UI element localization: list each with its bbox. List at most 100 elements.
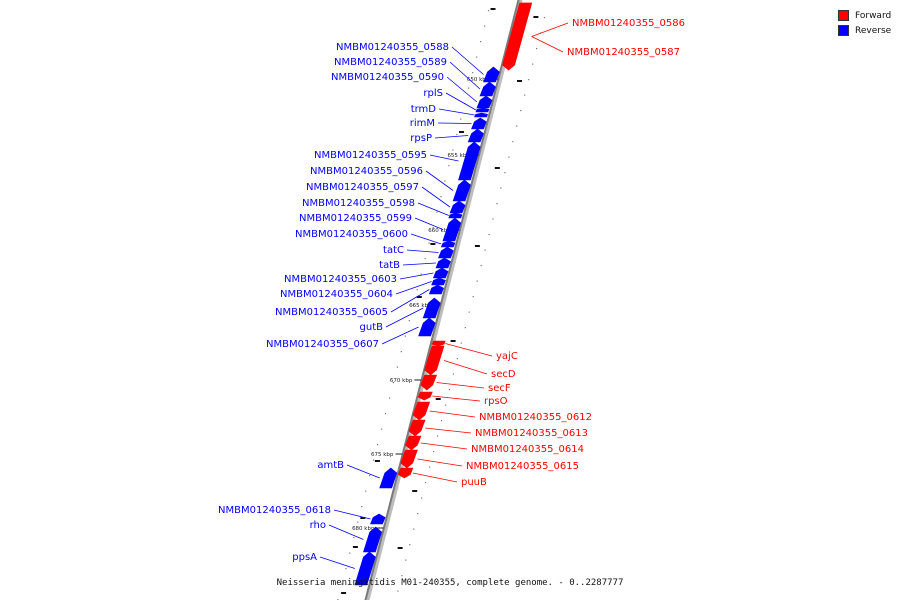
gene-label[interactable]: rplS [423, 88, 443, 99]
gene-feature[interactable]: NMBM01240355_0612 [412, 401, 592, 423]
gene-feature[interactable]: secF [420, 374, 511, 394]
gene-label[interactable]: NMBM01240355_0600 [295, 229, 408, 240]
gene-leader-line [445, 92, 477, 111]
reverse-gene-arrow[interactable] [370, 513, 386, 525]
gene-feature[interactable]: NMBM01240355_0596 [310, 166, 471, 202]
forward-gene-arrow[interactable] [502, 2, 533, 71]
reverse-gene-arrow[interactable] [438, 246, 454, 259]
gene-label[interactable]: NMBM01240355_0599 [299, 213, 412, 224]
forward-gene-arrow[interactable] [420, 374, 438, 391]
gene-feature[interactable]: NMBM01240355_0615 [400, 449, 579, 472]
reverse-gene-arrow[interactable] [440, 240, 456, 248]
gene-label[interactable]: NMBM01240355_0604 [280, 289, 393, 300]
gene-label[interactable]: NMBM01240355_0589 [334, 57, 447, 68]
gene-label[interactable]: NMBM01240355_0613 [475, 428, 588, 439]
gene-feature[interactable]: rplS [423, 88, 490, 113]
forward-gene-arrow[interactable] [405, 435, 422, 451]
gene-label[interactable]: NMBM01240355_0586 [572, 18, 685, 29]
gene-feature[interactable]: NMBM01240355_0618 [218, 505, 386, 525]
gene-label[interactable]: secF [488, 383, 511, 394]
gene-label[interactable]: NMBM01240355_0615 [466, 461, 579, 472]
gene-label[interactable]: rho [310, 520, 326, 531]
gene-feature[interactable]: NMBM01240355_0586 [502, 2, 685, 71]
gene-feature[interactable]: rho [310, 520, 383, 553]
reverse-gene-arrow[interactable] [449, 200, 466, 214]
reverse-gene-arrow[interactable] [471, 117, 487, 130]
gene-feature[interactable]: tatC [383, 245, 454, 259]
gene-feature[interactable]: NMBM01240355_0587 [502, 2, 680, 71]
gene-feature[interactable]: NMBM01240355_0600 [295, 229, 456, 248]
gene-label[interactable]: NMBM01240355_0612 [479, 412, 592, 423]
reverse-gene-arrow[interactable] [479, 81, 496, 97]
gene-label[interactable]: puuB [461, 477, 487, 488]
legend-reverse-label: Reverse [855, 25, 892, 36]
gene-label[interactable]: NMBM01240355_0598 [302, 198, 415, 209]
reverse-gene-arrow[interactable] [432, 267, 449, 279]
reverse-gene-arrow[interactable] [431, 277, 446, 286]
gene-label[interactable]: ppsA [292, 552, 317, 563]
gene-label[interactable]: NMBM01240355_0607 [266, 339, 379, 350]
gene-label[interactable]: rpsO [484, 396, 508, 407]
gene-label[interactable]: NMBM01240355_0618 [218, 505, 331, 516]
gene-label[interactable]: tatC [383, 245, 404, 256]
forward-gene-arrow[interactable] [400, 449, 418, 469]
gene-feature[interactable]: trmD [411, 104, 489, 118]
reverse-gene-arrow[interactable] [418, 317, 436, 337]
gene-feature[interactable]: rpsO [417, 391, 508, 407]
gene-feature[interactable]: NMBM01240355_0589 [334, 57, 496, 97]
strand-legend: Forward Reverse [838, 8, 891, 38]
reverse-gene-arrow[interactable] [483, 66, 500, 83]
gene-leader-line [319, 556, 356, 569]
gene-feature[interactable]: yajC [431, 340, 518, 362]
gene-feature[interactable]: NMBM01240355_0603 [284, 267, 449, 285]
gene-label[interactable]: NMBM01240355_0597 [306, 182, 419, 193]
gene-leader-line [436, 382, 485, 389]
gene-feature[interactable]: NMBM01240355_0604 [280, 277, 446, 300]
reverse-gene-arrow[interactable] [435, 257, 451, 269]
gene-label[interactable]: secD [491, 369, 516, 380]
reverse-gene-arrow[interactable] [474, 112, 489, 118]
gene-feature[interactable]: NMBM01240355_0607 [266, 317, 436, 350]
gene-feature[interactable]: rimM [410, 117, 487, 130]
gene-label[interactable]: NMBM01240355_0587 [567, 47, 680, 58]
gene-feature[interactable]: NMBM01240355_0590 [331, 72, 493, 109]
reverse-gene-arrow[interactable] [379, 467, 398, 489]
reverse-gene-arrow[interactable] [354, 551, 376, 586]
forward-gene-arrow[interactable] [417, 391, 433, 401]
gene-feature[interactable]: NMBM01240355_0597 [306, 182, 466, 214]
gene-feature[interactable]: NMBM01240355_0613 [408, 419, 588, 439]
reverse-gene-arrow[interactable] [448, 212, 463, 219]
gene-feature[interactable]: puuB [397, 467, 487, 488]
gene-label[interactable]: tatB [379, 260, 400, 271]
gene-feature[interactable]: tatB [379, 257, 451, 271]
forward-gene-arrow[interactable] [397, 467, 414, 479]
reverse-gene-arrow[interactable] [476, 95, 493, 109]
gene-feature[interactable]: amtB [317, 460, 398, 489]
forward-gene-arrow[interactable] [412, 401, 431, 421]
gene-feature[interactable]: rpsP [410, 128, 484, 144]
gene-label[interactable]: rpsP [410, 133, 432, 144]
reverse-gene-arrow[interactable] [467, 128, 484, 143]
reverse-gene-arrow[interactable] [428, 284, 444, 295]
gene-feature[interactable]: ppsA [292, 551, 376, 586]
gene-label[interactable]: NMBM01240355_0595 [314, 150, 427, 161]
gene-feature[interactable]: NMBM01240355_0614 [405, 435, 584, 455]
gene-label[interactable]: amtB [317, 460, 344, 471]
forward-gene-arrow[interactable] [431, 340, 446, 347]
gene-label[interactable]: gutB [360, 322, 384, 333]
forward-gene-arrow[interactable] [424, 345, 445, 376]
forward-gene-arrow[interactable] [408, 419, 426, 437]
gene-label[interactable]: NMBM01240355_0590 [331, 72, 444, 83]
gene-label[interactable]: trmD [411, 104, 437, 115]
gene-label[interactable]: NMBM01240355_0614 [471, 444, 584, 455]
gene-label[interactable]: NMBM01240355_0596 [310, 166, 423, 177]
gene-label[interactable]: rimM [410, 118, 435, 129]
gene-label[interactable]: NMBM01240355_0588 [336, 42, 449, 53]
gene-leader-line [443, 360, 488, 375]
gene-label[interactable]: yajC [496, 351, 518, 362]
gene-label[interactable]: NMBM01240355_0603 [284, 274, 397, 285]
reverse-gene-arrow[interactable] [475, 107, 490, 113]
gene-label[interactable]: NMBM01240355_0605 [275, 307, 388, 318]
gene-feature[interactable]: secD [424, 345, 516, 380]
gene-feature[interactable]: NMBM01240355_0605 [275, 284, 444, 318]
